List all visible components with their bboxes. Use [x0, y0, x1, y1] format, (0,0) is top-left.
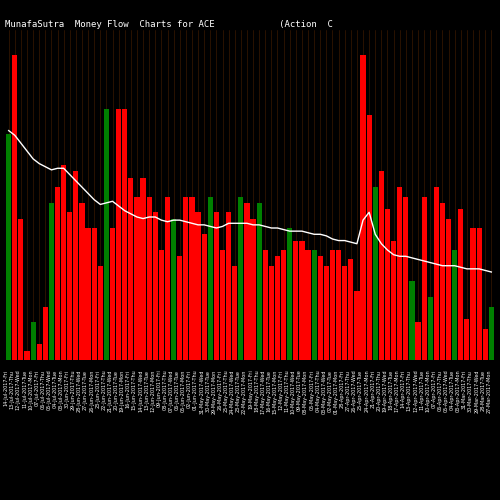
Bar	[226, 212, 231, 360]
Bar	[42, 306, 48, 360]
Bar	[330, 250, 335, 360]
Bar	[262, 250, 268, 360]
Bar	[128, 178, 134, 360]
Bar	[55, 187, 60, 360]
Bar	[446, 218, 451, 360]
Bar	[30, 322, 36, 360]
Bar	[470, 228, 476, 360]
Bar	[6, 134, 12, 360]
Text: MunafaSutra  Money Flow  Charts for ACE            (Action  C                   : MunafaSutra Money Flow Charts for ACE (A…	[5, 20, 500, 29]
Bar	[146, 196, 152, 360]
Bar	[98, 266, 103, 360]
Bar	[18, 218, 24, 360]
Bar	[366, 115, 372, 360]
Bar	[372, 187, 378, 360]
Bar	[422, 196, 426, 360]
Bar	[281, 250, 286, 360]
Bar	[293, 240, 298, 360]
Bar	[342, 266, 347, 360]
Bar	[24, 350, 29, 360]
Bar	[256, 203, 262, 360]
Bar	[202, 234, 207, 360]
Bar	[391, 240, 396, 360]
Bar	[306, 250, 310, 360]
Bar	[250, 218, 256, 360]
Bar	[74, 172, 78, 360]
Bar	[452, 250, 458, 360]
Bar	[428, 297, 433, 360]
Bar	[476, 228, 482, 360]
Bar	[348, 260, 354, 360]
Bar	[488, 306, 494, 360]
Bar	[232, 266, 237, 360]
Bar	[220, 250, 225, 360]
Bar	[134, 196, 140, 360]
Bar	[80, 203, 84, 360]
Bar	[354, 291, 360, 360]
Bar	[403, 196, 408, 360]
Bar	[208, 196, 213, 360]
Bar	[67, 212, 72, 360]
Bar	[152, 212, 158, 360]
Bar	[110, 228, 115, 360]
Bar	[214, 212, 219, 360]
Bar	[190, 196, 194, 360]
Bar	[385, 209, 390, 360]
Bar	[287, 228, 292, 360]
Bar	[122, 108, 128, 360]
Bar	[300, 240, 304, 360]
Bar	[104, 108, 109, 360]
Bar	[397, 187, 402, 360]
Bar	[269, 266, 274, 360]
Bar	[318, 256, 323, 360]
Bar	[434, 187, 439, 360]
Bar	[92, 228, 97, 360]
Bar	[165, 196, 170, 360]
Bar	[184, 196, 188, 360]
Bar	[86, 228, 90, 360]
Bar	[196, 212, 200, 360]
Bar	[458, 209, 464, 360]
Bar	[159, 250, 164, 360]
Bar	[49, 203, 54, 360]
Bar	[275, 256, 280, 360]
Bar	[177, 256, 182, 360]
Bar	[360, 55, 366, 360]
Bar	[140, 178, 145, 360]
Bar	[61, 165, 66, 360]
Bar	[324, 266, 329, 360]
Bar	[464, 319, 469, 360]
Bar	[116, 108, 121, 360]
Bar	[336, 250, 341, 360]
Bar	[12, 55, 18, 360]
Bar	[379, 172, 384, 360]
Bar	[482, 328, 488, 360]
Bar	[410, 282, 414, 360]
Bar	[416, 322, 420, 360]
Bar	[440, 203, 445, 360]
Bar	[238, 196, 244, 360]
Bar	[244, 203, 250, 360]
Bar	[36, 344, 42, 360]
Bar	[312, 250, 316, 360]
Bar	[171, 218, 176, 360]
